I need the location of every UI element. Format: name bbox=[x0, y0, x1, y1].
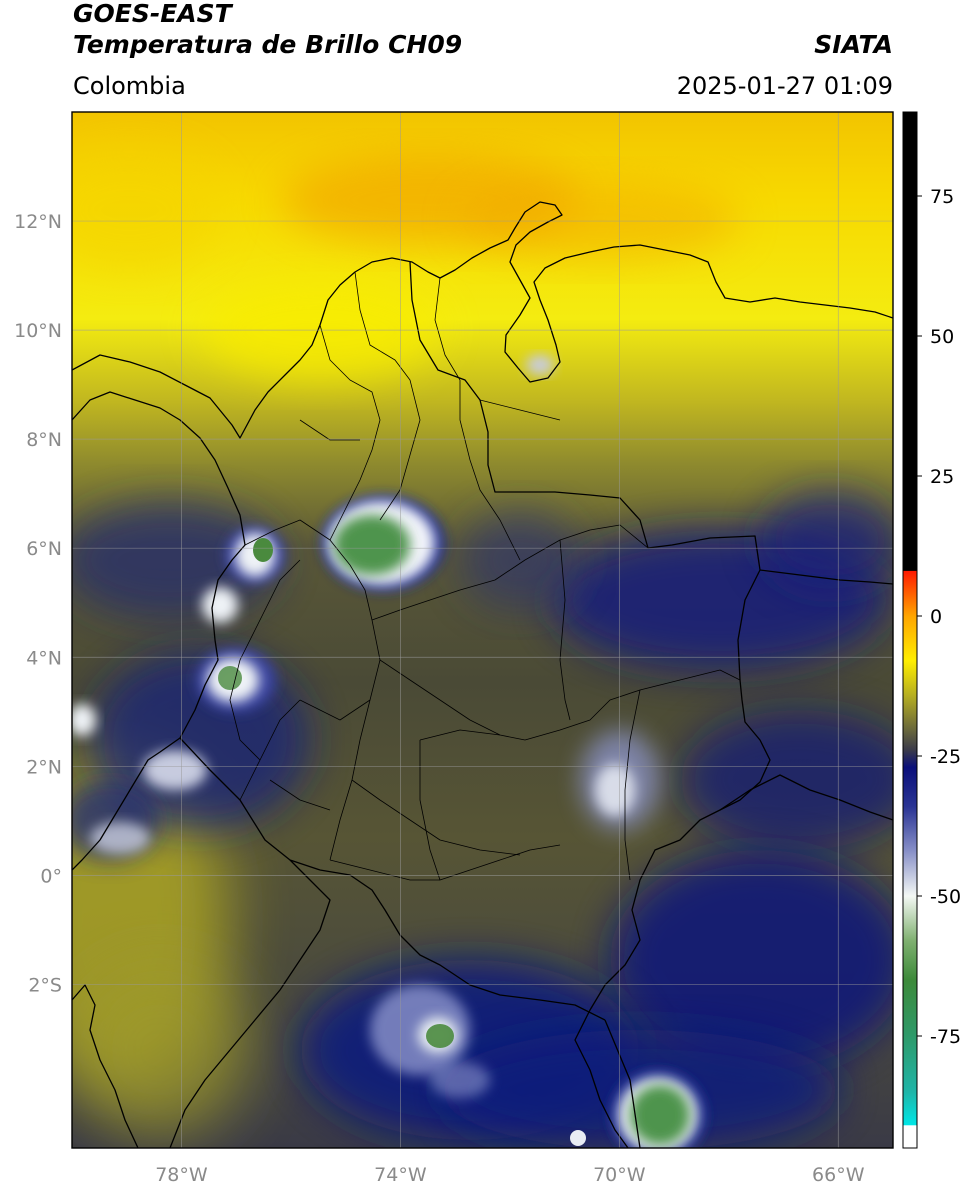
department-border bbox=[329, 779, 521, 881]
product-subtitle: Temperatura de Brillo CH09 bbox=[73, 30, 463, 59]
lon-tick-label: 78°W bbox=[155, 1164, 208, 1186]
peru-brazil-border bbox=[604, 1019, 641, 1148]
colorbar-tick-label: -25 bbox=[930, 746, 961, 768]
storm-cloud-core bbox=[334, 515, 410, 575]
lat-tick-label: 0° bbox=[40, 865, 62, 887]
storm-cloud bbox=[570, 1130, 586, 1146]
storm-cloud bbox=[430, 1062, 490, 1098]
department-border bbox=[371, 524, 649, 621]
department-border bbox=[239, 699, 371, 811]
storm-cloud-core bbox=[253, 538, 273, 562]
storm-cloud-core bbox=[426, 1024, 454, 1048]
storm-cloud bbox=[72, 704, 96, 736]
colorbar-tick-label: 25 bbox=[930, 466, 954, 488]
pacific-coastline bbox=[72, 391, 246, 871]
colorbar-scale bbox=[903, 112, 917, 1148]
brand-label: SIATA bbox=[814, 30, 893, 59]
department-border bbox=[434, 277, 461, 381]
colorbar-tick-label: 75 bbox=[930, 186, 954, 208]
colorbar-frame bbox=[902, 111, 918, 1149]
lon-tick-label: 74°W bbox=[374, 1164, 427, 1186]
cold-area bbox=[680, 710, 893, 850]
venezuela-brazil-border bbox=[719, 774, 893, 821]
department-border bbox=[419, 729, 561, 881]
lat-tick-label: 2°S bbox=[28, 974, 62, 996]
colorbar: 75 50 25 0 -25 -50 -75 bbox=[902, 111, 961, 1149]
map-area bbox=[72, 112, 893, 1148]
colorbar-tick-label: -50 bbox=[930, 886, 961, 908]
department-border bbox=[354, 271, 421, 521]
product-title: GOES-EAST bbox=[73, 0, 232, 28]
storm-cloud bbox=[526, 355, 554, 375]
lon-tick-label: 66°W bbox=[812, 1164, 865, 1186]
lat-tick-label: 12°N bbox=[14, 211, 62, 233]
department-border bbox=[624, 689, 641, 881]
ecuador-south-border bbox=[169, 859, 331, 1148]
lat-tick-label: 6°N bbox=[26, 538, 62, 560]
storm-cloud bbox=[143, 750, 207, 790]
lat-tick-label: 4°N bbox=[26, 647, 62, 669]
storm-cloud bbox=[595, 764, 635, 816]
cold-area bbox=[760, 490, 893, 590]
region-label: Colombia bbox=[73, 72, 186, 100]
internal-borders bbox=[229, 271, 741, 881]
colorbar-tick-label: -75 bbox=[930, 1026, 961, 1048]
lon-tick-label: 70°W bbox=[593, 1164, 646, 1186]
brazil-border bbox=[759, 569, 893, 585]
storm-cloud bbox=[202, 587, 238, 623]
department-border bbox=[229, 559, 301, 761]
storm-cloud-core bbox=[218, 666, 242, 690]
department-border bbox=[319, 324, 381, 541]
map-frame bbox=[71, 111, 894, 1149]
lat-tick-label: 8°N bbox=[26, 429, 62, 451]
lat-tick-label: 10°N bbox=[14, 320, 62, 342]
longitude-ticks: 78°W 74°W 70°W 66°W bbox=[155, 1164, 864, 1186]
department-border bbox=[559, 539, 571, 721]
department-border bbox=[379, 659, 741, 741]
department-border bbox=[299, 399, 561, 441]
latitude-ticks: 12°N 10°N 8°N 6°N 4°N 2°N 0° 2°S bbox=[14, 211, 62, 996]
colorbar-tick-label: 50 bbox=[930, 326, 954, 348]
colorbar-tick-label: 0 bbox=[930, 606, 942, 628]
storm-cloud bbox=[90, 822, 150, 854]
storm-cloud-core bbox=[630, 1085, 690, 1145]
ecuador-peru-border bbox=[179, 737, 606, 1021]
department-border bbox=[459, 380, 521, 561]
lat-tick-label: 2°N bbox=[26, 756, 62, 778]
warm-area bbox=[72, 150, 220, 270]
southern-coastline bbox=[72, 984, 139, 1148]
gridlines bbox=[72, 112, 893, 1148]
colorbar-ticks: 75 50 25 0 -25 -50 -75 bbox=[917, 186, 961, 1048]
temperature-field bbox=[72, 150, 893, 1148]
cold-area bbox=[610, 850, 893, 1070]
warm-area bbox=[460, 180, 740, 260]
timestamp-label: 2025-01-27 01:09 bbox=[676, 72, 893, 100]
caribbean-coastline bbox=[72, 201, 893, 439]
